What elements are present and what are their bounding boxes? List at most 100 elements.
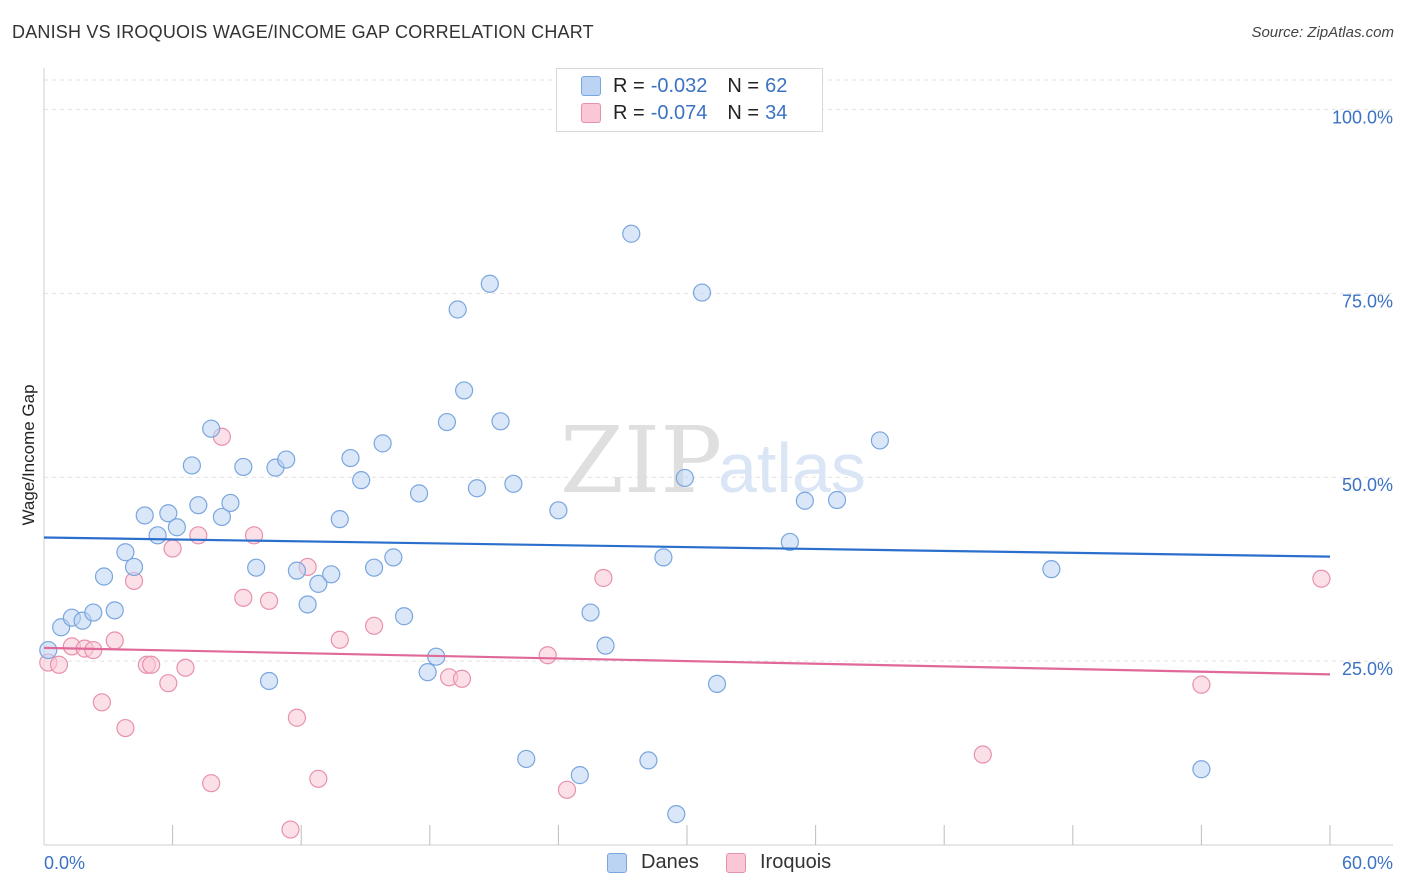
iroquois-legend-swatch (726, 852, 746, 873)
danes-point (467, 479, 487, 498)
danes-point (827, 490, 847, 510)
danes-point (373, 434, 392, 453)
iroquois-point (557, 780, 577, 799)
danes-point (384, 548, 403, 567)
iroquois-point (259, 591, 279, 610)
y-tick-label: 25.0% (1342, 659, 1393, 679)
axes (43, 68, 1393, 846)
danes-point (259, 671, 279, 691)
danes-point (202, 419, 221, 438)
danes-point (596, 636, 615, 655)
iroquois-point (594, 568, 613, 588)
iroquois-point (116, 718, 135, 738)
legend-row-danes: R = -0.032 N = 62 (581, 74, 787, 98)
iroquois-legend-label: Iroquois (760, 851, 832, 873)
danes-point (480, 274, 499, 293)
danes-points (39, 224, 1211, 824)
legend-r-label: R = (613, 101, 645, 124)
iroquois-point (1192, 675, 1211, 694)
iroquois-point (92, 693, 111, 712)
danes-point (1192, 760, 1211, 779)
danes-point (491, 412, 510, 431)
series-legend-iroquois: Iroquois (726, 851, 831, 874)
danes-point (182, 456, 201, 475)
danes-point (675, 468, 694, 488)
danes-point (409, 484, 429, 503)
danes-point (247, 558, 266, 577)
legend-n-label: N = (727, 101, 760, 124)
danes-point (148, 526, 167, 545)
iroquois-point (330, 630, 349, 649)
danes-point (189, 496, 208, 515)
watermark-zip: ZIP (560, 407, 722, 514)
legend-row-iroquois: R = -0.074 N = 34 (581, 101, 787, 125)
iroquois-point (309, 769, 328, 788)
iroquois-point (234, 588, 253, 607)
legend-r-label: R = (613, 74, 645, 97)
legend-n-value: 34 (765, 101, 788, 124)
danes-point (287, 561, 307, 580)
danes-point (330, 510, 349, 529)
iroquois-point (973, 745, 992, 764)
danes-point (309, 574, 328, 593)
iroquois-point (105, 631, 124, 650)
danes-point (84, 603, 103, 622)
danes-point (159, 504, 178, 523)
danes-point (277, 450, 296, 469)
danes-point (654, 548, 673, 567)
danes-point (707, 674, 727, 694)
iroquois-point (163, 539, 182, 558)
y-axis-title: Wage/Income Gap (19, 384, 38, 525)
danes-point (341, 448, 360, 468)
danes-point (105, 601, 124, 620)
danes-point (780, 532, 799, 552)
danes-point (437, 412, 457, 432)
danes-point (167, 518, 186, 537)
danes-point (454, 381, 474, 400)
danes-point (448, 300, 467, 319)
danes-point (322, 565, 341, 584)
legend-n-label: N = (727, 74, 760, 97)
danes-point (116, 543, 135, 562)
danes-point (504, 474, 523, 493)
iroquois-point (281, 820, 300, 839)
danes-point (39, 640, 58, 660)
danes-swatch (581, 76, 601, 96)
danes-point (298, 595, 317, 614)
legend-n-value: 62 (765, 74, 788, 97)
danes-point (622, 224, 641, 243)
iroquois-point (538, 646, 557, 665)
x-tick-label-min: 0.0% (44, 853, 85, 873)
danes-point (124, 557, 144, 577)
danes-trend-line (43, 536, 1331, 558)
iroquois-points (39, 427, 1331, 839)
iroquois-point (202, 774, 221, 793)
danes-point (692, 283, 712, 302)
danes-point (135, 506, 154, 525)
danes-point (1042, 560, 1061, 579)
correlation-legend: R = -0.032 N = 62 R = -0.074 N = 34 (556, 68, 823, 132)
iroquois-point (159, 674, 178, 693)
iroquois-point (142, 655, 161, 674)
iroquois-point (287, 708, 307, 727)
source-label: Source: ZipAtlas.com (1251, 24, 1394, 41)
danes-point (639, 751, 658, 770)
chart-title: DANISH VS IROQUOIS WAGE/INCOME GAP CORRE… (12, 22, 594, 42)
x-tick-label-max: 60.0% (1342, 853, 1393, 873)
y-tick-label: 75.0% (1342, 291, 1393, 311)
legend-r-value: -0.074 (650, 101, 708, 124)
iroquois-point (176, 658, 195, 677)
danes-point (394, 607, 414, 626)
danes-point (667, 805, 686, 824)
iroquois-trend-line (43, 646, 1331, 676)
iroquois-point (1312, 569, 1331, 588)
danes-point (94, 567, 114, 586)
watermark: ZIP atlas (560, 407, 866, 514)
danes-point (212, 507, 231, 527)
danes-point (581, 603, 600, 622)
iroquois-point (452, 669, 472, 688)
danes-legend-label: Danes (641, 851, 699, 873)
iroquois-point (49, 655, 69, 674)
danes-point (221, 493, 240, 513)
iroquois-swatch (581, 103, 601, 123)
